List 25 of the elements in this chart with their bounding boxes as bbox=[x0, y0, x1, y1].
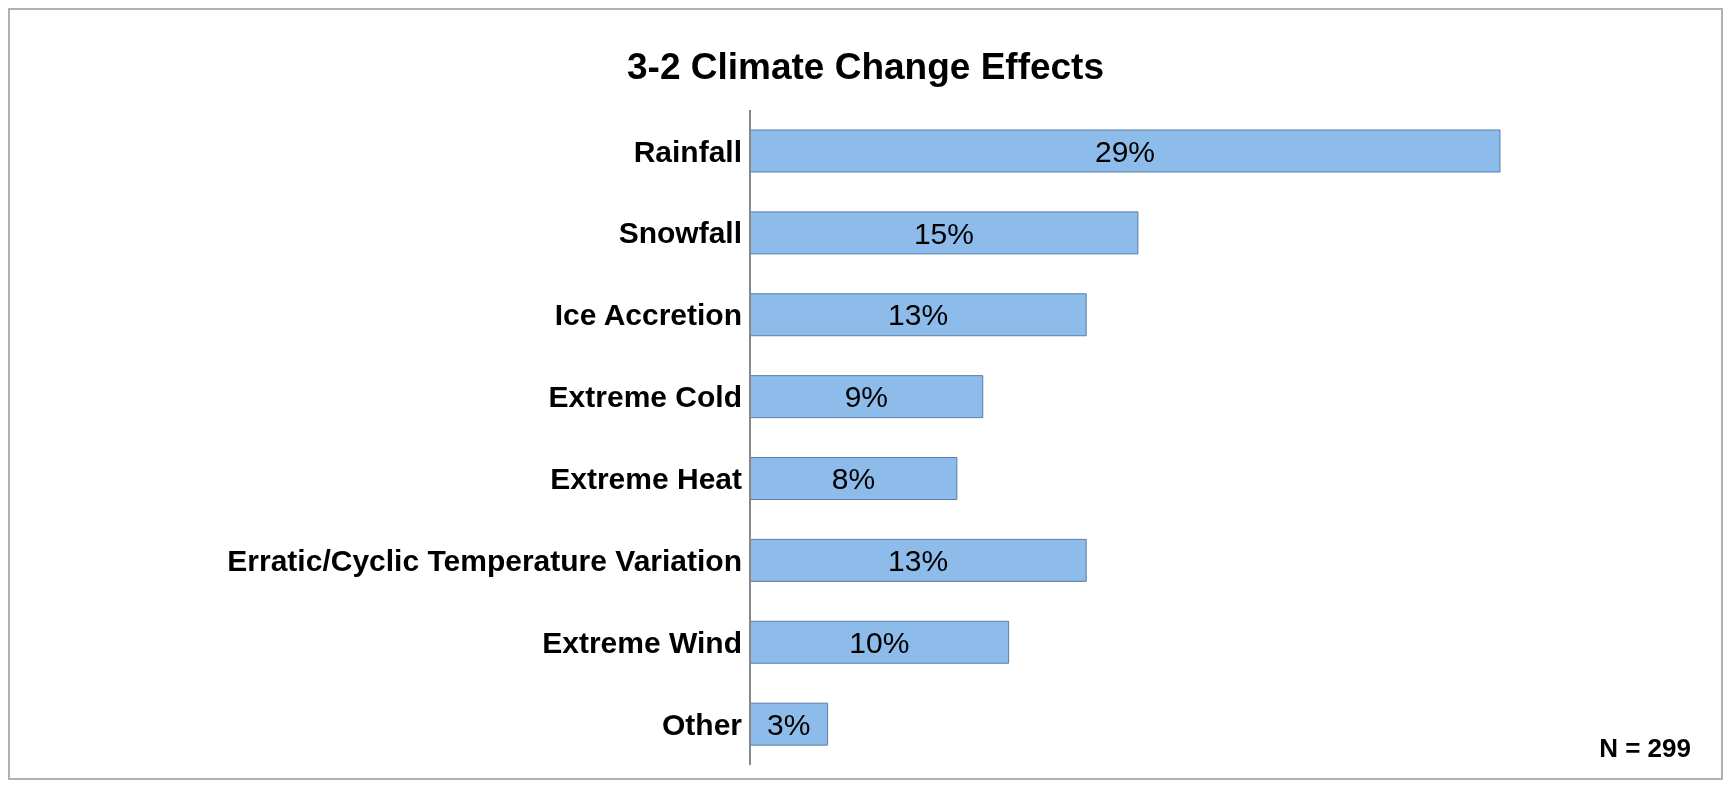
data-label: 29% bbox=[1094, 134, 1156, 168]
data-label: 10% bbox=[849, 625, 910, 659]
bar bbox=[749, 538, 1087, 582]
bar bbox=[749, 293, 1087, 337]
bar bbox=[749, 375, 984, 419]
data-label: 8% bbox=[831, 462, 876, 496]
bar bbox=[749, 620, 1010, 664]
y-tick-label: Rainfall bbox=[633, 134, 742, 168]
data-label: 15% bbox=[913, 216, 974, 250]
bar bbox=[749, 457, 958, 500]
y-tick-label: Other bbox=[661, 707, 743, 741]
y-tick-label: Extreme Wind bbox=[542, 625, 742, 659]
data-label: 13% bbox=[888, 298, 949, 332]
y-tick-label: Ice Accretion bbox=[554, 298, 742, 332]
text: N = 299 bbox=[1599, 733, 1691, 764]
bar bbox=[749, 129, 1501, 173]
y-tick-label: Extreme Heat bbox=[550, 462, 743, 496]
y-tick-label: Erratic/Cyclic Temperature Variation bbox=[227, 543, 742, 577]
bar bbox=[749, 211, 1139, 255]
y-tick-label: Snowfall bbox=[618, 216, 742, 250]
data-label: 3% bbox=[767, 707, 811, 741]
chart-title: 3-2 Climate Change Effects bbox=[626, 46, 1105, 89]
data-label: 13% bbox=[888, 544, 949, 578]
y-tick-label: Extreme Cold bbox=[548, 380, 742, 414]
data-label: 9% bbox=[844, 380, 889, 414]
